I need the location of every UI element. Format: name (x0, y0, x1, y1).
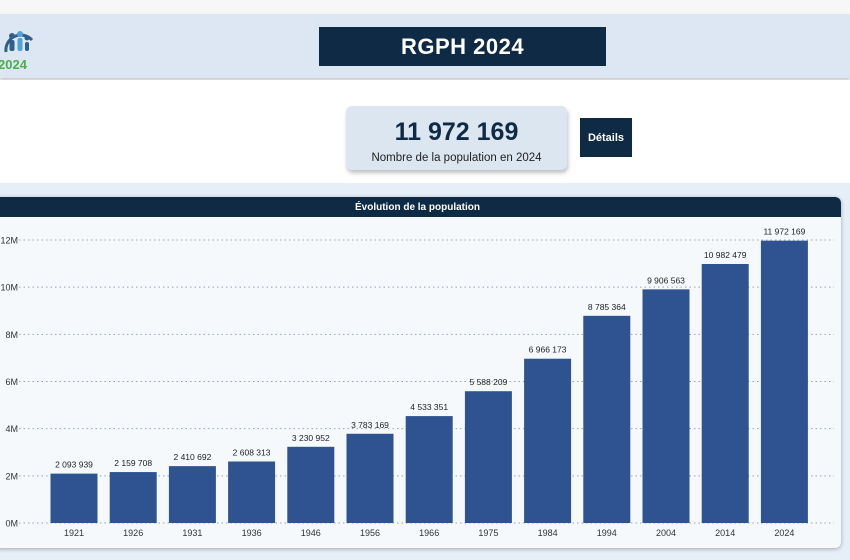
kpi-label: Nombre de la population en 2024 (371, 152, 542, 164)
y-tick-label: 2M (5, 471, 18, 481)
y-tick-label: 4M (5, 424, 18, 434)
x-tick-label: 1966 (419, 528, 439, 538)
population-kpi-card: 11 972 169 Nombre de la population en 20… (346, 106, 567, 170)
x-tick-label: 1931 (182, 528, 202, 538)
data-label: 3 783 169 (351, 420, 389, 430)
y-tick-label: 8M (5, 330, 18, 340)
data-label: 5 588 209 (469, 377, 507, 387)
data-label: 9 906 563 (647, 275, 685, 285)
bar (168, 466, 216, 523)
y-tick-label: 10M (0, 283, 18, 293)
bar (464, 391, 512, 523)
bar (346, 433, 394, 523)
top-band (0, 0, 850, 14)
kpi-value: 11 972 169 (394, 118, 519, 146)
rgph-logo-icon: 2024 (0, 31, 34, 72)
bar (760, 240, 808, 523)
bar (701, 263, 749, 523)
x-tick-label: 1956 (360, 528, 380, 538)
data-label: 11 972 169 (763, 227, 805, 237)
page-title: RGPH 2024 (319, 27, 606, 66)
x-tick-label: 2014 (715, 528, 735, 538)
data-label: 2 608 313 (233, 447, 271, 457)
data-label: 8 785 364 (588, 302, 626, 312)
chart-title: Évolution de la population (0, 197, 841, 217)
y-tick-label: 0M (5, 519, 18, 529)
x-tick-label: 1984 (538, 528, 558, 538)
bar (109, 472, 157, 523)
population-chart-panel: Évolution de la population 0M 2M 4M 6M 8M 10M… (0, 197, 841, 548)
data-label: 2 093 939 (55, 460, 93, 470)
x-tick-label: 2004 (656, 528, 676, 538)
data-label: 2 410 692 (173, 452, 211, 462)
data-label: 3 230 952 (292, 433, 330, 443)
x-tick-label: 1936 (242, 528, 262, 538)
x-tick-label: 1946 (301, 528, 321, 538)
bar (524, 358, 572, 523)
y-tick-label: 6M (5, 377, 18, 387)
bar (405, 416, 453, 523)
bar (228, 461, 276, 523)
bar (50, 473, 98, 523)
bar (287, 446, 335, 523)
data-label: 4 533 351 (410, 402, 448, 412)
bar (583, 315, 631, 523)
data-label: 6 966 173 (529, 345, 567, 355)
bar (642, 289, 690, 523)
data-label: 2 159 708 (114, 458, 152, 468)
population-bar-chart: 0M 2M 4M 6M 8M 10M 12M 2 093 939 1921 2 159 708 19… (0, 227, 834, 538)
y-tick-label: 12M (0, 236, 18, 246)
x-tick-label: 1921 (64, 528, 84, 538)
x-tick-label: 2024 (774, 528, 794, 538)
x-tick-label: 1994 (597, 528, 617, 538)
data-label: 10 982 479 (704, 250, 747, 260)
logo-text: 2024 (0, 57, 28, 72)
x-tick-label: 1926 (123, 528, 143, 538)
x-tick-label: 1975 (478, 528, 498, 538)
details-button[interactable]: Détails (580, 118, 632, 157)
